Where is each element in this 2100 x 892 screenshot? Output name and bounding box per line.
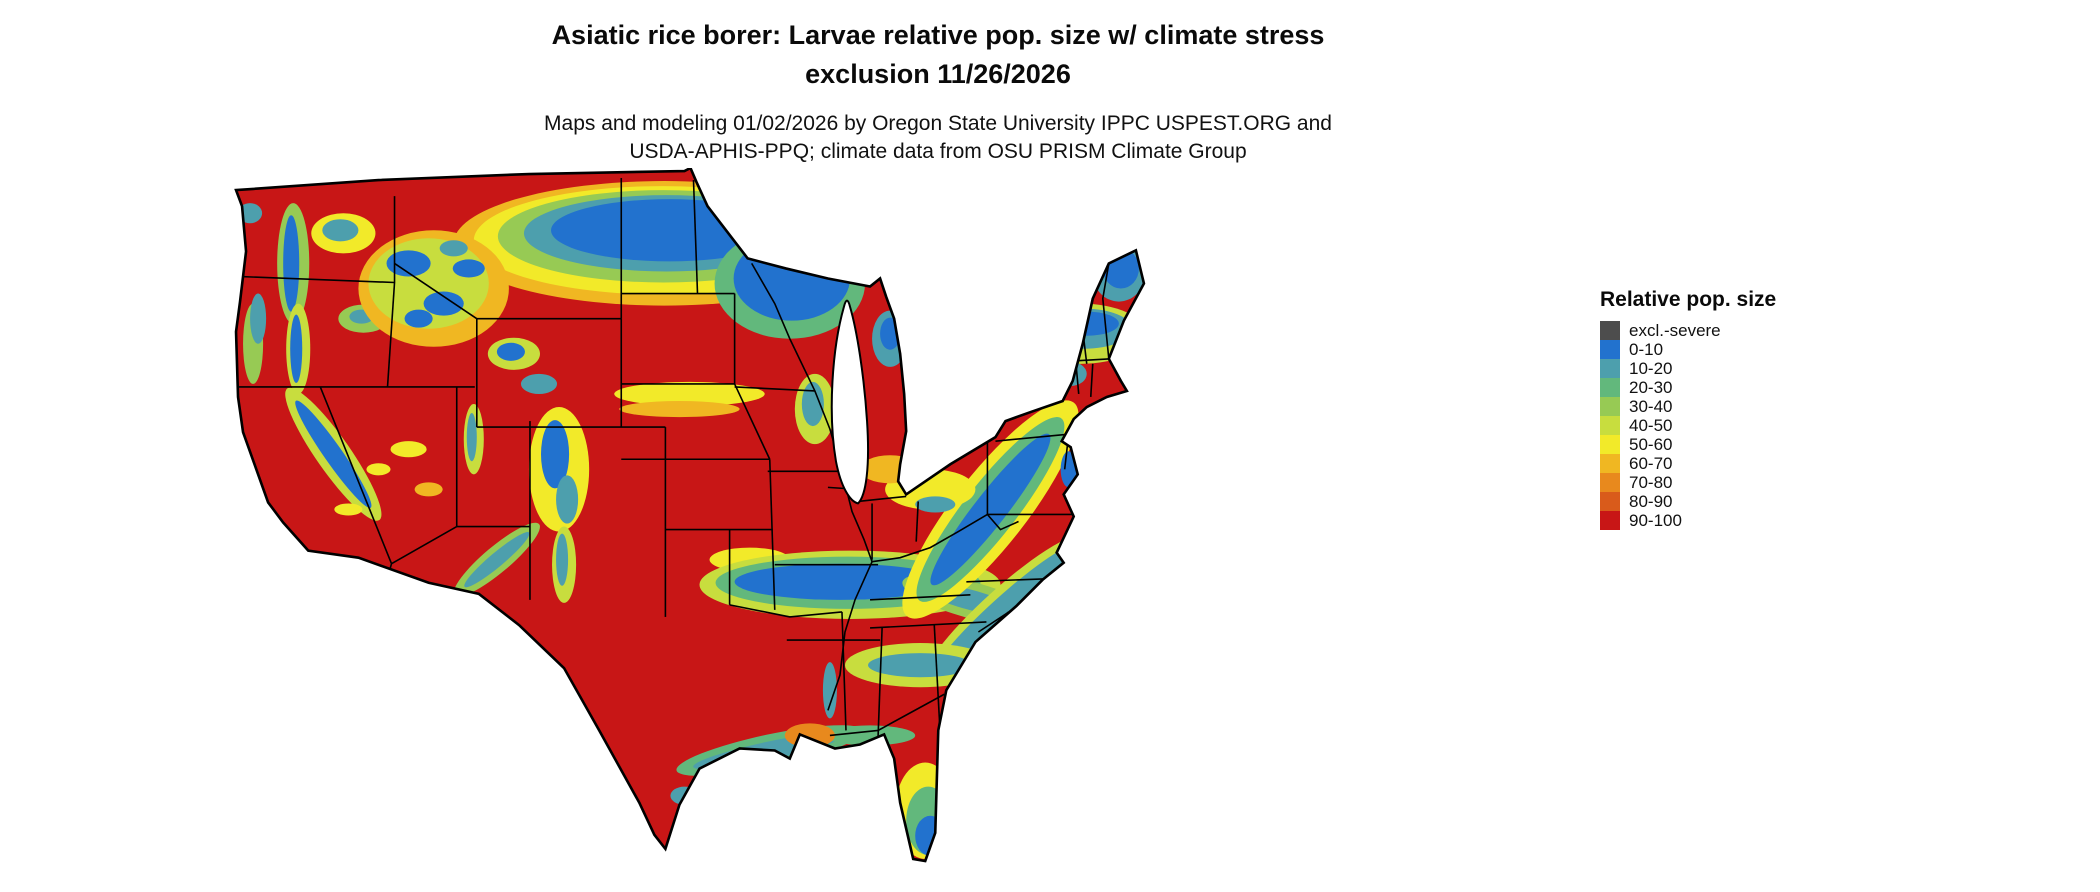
legend-label: 70-80 (1629, 473, 1673, 492)
legend-entry: 10-20 (1600, 359, 1820, 378)
legend-label: 50-60 (1629, 435, 1673, 454)
legend-label: 60-70 (1629, 454, 1673, 473)
map-title-line2: exclusion 11/26/2026 (805, 59, 1071, 90)
legend-label: 90-100 (1629, 511, 1682, 530)
map-title-line1: Asiatic rice borer: Larvae relative pop.… (551, 20, 1325, 50)
legend-entry: 70-80 (1600, 473, 1820, 492)
legend-swatch (1600, 340, 1620, 359)
legend-swatch (1600, 492, 1620, 511)
map-region (228, 168, 1166, 866)
legend-label: 80-90 (1629, 492, 1673, 511)
legend-entry: excl.-severe (1600, 321, 1820, 340)
legend-swatch (1600, 511, 1620, 530)
us-map (234, 168, 1146, 863)
legend-label: excl.-severe (1629, 321, 1721, 340)
legend-swatch (1600, 378, 1620, 397)
legend-entry: 40-50 (1600, 416, 1820, 435)
lake-michigan (830, 299, 870, 505)
state-boundaries (238, 178, 1111, 737)
map-subtitle-line1: Maps and modeling 01/02/2026 by Oregon S… (544, 112, 1332, 136)
legend-swatch (1600, 454, 1620, 473)
legend-entry: 0-10 (1600, 340, 1820, 359)
legend-entry: 50-60 (1600, 435, 1820, 454)
legend-swatch (1600, 416, 1620, 435)
legend-title: Relative pop. size (1600, 288, 1777, 311)
legend-label: 10-20 (1629, 359, 1673, 378)
legend-entry: 30-40 (1600, 397, 1820, 416)
legend-swatch (1600, 435, 1620, 454)
legend-swatch (1600, 473, 1620, 492)
map-header: Asiatic rice borer: Larvae relative pop.… (238, 16, 1638, 165)
legend-label: 40-50 (1629, 416, 1673, 435)
legend-entry: 20-30 (1600, 378, 1820, 397)
legend-swatch (1600, 359, 1620, 378)
legend-label: 20-30 (1629, 378, 1673, 397)
legend: Relative pop. size excl.-severe 0-10 10-20… (1600, 288, 1820, 530)
legend-entries: excl.-severe 0-10 10-20 20-30 30-40 40-50 50-6… (1600, 321, 1820, 530)
map-subtitle: Maps and modeling 01/02/2026 by Oregon S… (238, 110, 1638, 165)
legend-swatch (1600, 397, 1620, 416)
map-subtitle-line2: USDA-APHIS-PPQ; climate data from OSU PR… (629, 139, 1247, 163)
legend-entry: 90-100 (1600, 511, 1820, 530)
legend-swatch (1600, 321, 1620, 340)
legend-entry: 60-70 (1600, 454, 1820, 473)
us-outline (234, 168, 1146, 863)
map-raster-layer (236, 168, 1144, 861)
legend-label: 0-10 (1629, 340, 1664, 359)
legend-entry: 80-90 (1600, 492, 1820, 511)
legend-label: 30-40 (1629, 397, 1673, 416)
